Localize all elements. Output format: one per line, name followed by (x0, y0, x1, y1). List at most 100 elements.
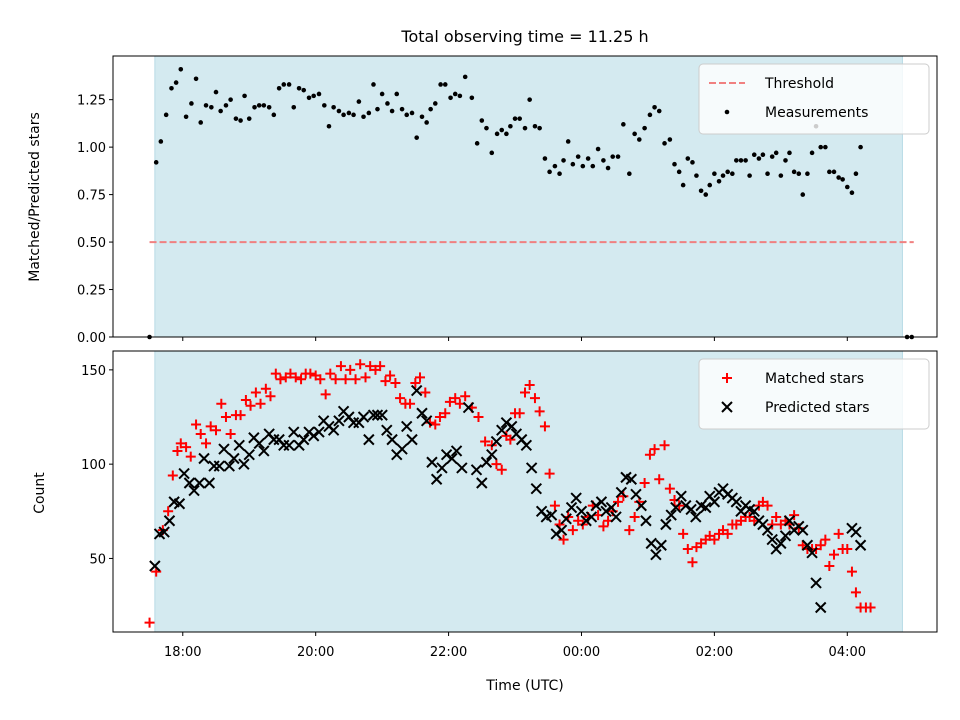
top-series-0-point-2 (158, 139, 164, 144)
top-series-0-point-63 (457, 93, 463, 99)
bottom-series-1-point-60 (446, 452, 458, 465)
top-y-tick-label-5: 1.25 (77, 94, 106, 109)
bottom-series-0-point-69 (496, 464, 507, 475)
top-series-0-point-18 (238, 118, 243, 123)
bottom-series-0-point-57 (430, 419, 441, 430)
bottom-series-1-point-10 (198, 452, 210, 465)
top-series-0-point-84 (561, 158, 566, 163)
bottom-series-0-point-148 (865, 602, 876, 613)
top-series-0-point-94 (610, 154, 616, 159)
bottom-series-0-point-37 (330, 374, 341, 385)
bottom-series-1-point-84 (570, 492, 582, 504)
top-series-0-point-86 (570, 161, 576, 167)
top-series-0-point-122 (743, 158, 748, 163)
top-series-0-point-72 (504, 131, 509, 137)
bottom-series-1-point-48 (386, 433, 398, 446)
bottom-series-0-point-29 (290, 372, 301, 383)
top-series-0-point-144 (840, 177, 845, 182)
top-series-0-point-110 (690, 160, 695, 165)
top-series-0-point-129 (773, 150, 779, 156)
top-series-0-point-141 (827, 169, 832, 175)
bottom-series-1-point-63 (462, 401, 475, 414)
bottom-series-0-point-19 (240, 395, 251, 406)
bottom-series-0-point-82 (558, 534, 569, 545)
bottom-series-1-point-6 (178, 467, 190, 480)
top-series-0-point-96 (621, 122, 626, 127)
bottom-series-1-point-128 (779, 530, 792, 542)
top-series-0-point-61 (448, 95, 453, 101)
bottom-y-axis-label: Count (32, 472, 48, 514)
top-series-0-point-66 (474, 141, 480, 146)
bottom-series-0-point-105 (674, 500, 685, 511)
bottom-series-0-point-102 (659, 440, 670, 451)
top-legend-box (698, 63, 930, 135)
top-series-0-point-107 (676, 169, 682, 175)
top-series-0-point-44 (366, 110, 372, 116)
top-series-0-point-87 (575, 154, 581, 159)
bottom-series-0-point-61 (450, 393, 461, 404)
bottom-series-1-point-51 (401, 420, 413, 433)
top-series-0-point-117 (720, 173, 726, 178)
top-y-axis-label: Matched/Predicted stars (27, 112, 43, 282)
bottom-series-1-point-83 (565, 501, 578, 514)
top-series-0-point-52 (404, 112, 410, 118)
bottom-series-0-point-39 (340, 374, 351, 385)
top-series-0-point-89 (585, 156, 591, 161)
bottom-series-0-point-106 (678, 528, 689, 539)
top-series-0-point-48 (385, 101, 390, 106)
bottom-series-0-point-140 (829, 549, 839, 560)
top-series-0-point-77 (527, 97, 532, 102)
bottom-series-1-point-13 (213, 460, 226, 472)
bottom-series-1-point-30 (298, 433, 310, 446)
bottom-series-1-point-56 (426, 456, 438, 468)
bottom-panel: 50 100 150 18:00 20:00 22:00 00:00 02:00 04:00 Ma… (81, 350, 938, 660)
bottom-series-0-point-78 (539, 421, 550, 432)
top-series-0-point-37 (331, 104, 336, 110)
top-series-0-point-12 (209, 104, 214, 110)
top-series-0-point-40 (346, 110, 352, 116)
top-y-tick-label-4: 1.00 (77, 141, 106, 156)
top-series-0-point-6 (178, 66, 184, 72)
top-series-0-point-30 (296, 85, 302, 91)
bottom-series-0-point-24 (265, 391, 276, 402)
bottom-series-1-point-32 (307, 430, 320, 442)
bottom-series-1-point-5 (173, 498, 186, 510)
x-tick-label-1: 20:00 (297, 645, 334, 660)
bottom-series-1-point-14 (218, 443, 230, 455)
top-series-0-point-143 (836, 175, 841, 180)
top-series-0-point-67 (479, 118, 485, 123)
bottom-series-1-point-33 (313, 426, 325, 438)
bottom-series-0-point-63 (460, 391, 471, 402)
bottom-series-0-point-108 (687, 557, 698, 568)
bottom-series-1-point-76 (530, 482, 543, 495)
bottom-series-0-point-16 (225, 428, 236, 439)
bottom-series-0-point-3 (163, 506, 174, 517)
bottom-series-1-point-95 (625, 473, 638, 485)
bottom-series-1-point-37 (333, 415, 345, 427)
top-series-0-point-35 (322, 103, 327, 108)
bottom-series-0-point-79 (544, 468, 555, 479)
bottom-series-1-point-98 (640, 515, 652, 527)
bottom-series-1-point-42 (357, 411, 370, 423)
top-series-0-point-108 (680, 182, 686, 188)
bottom-series-0-point-9 (191, 419, 202, 430)
bottom-series-0-point-15 (220, 412, 231, 423)
top-series-0-point-22 (256, 103, 262, 108)
top-series-0-point-95 (615, 154, 621, 159)
top-series-0-point-55 (419, 114, 425, 120)
bottom-series-0-point-76 (529, 393, 540, 404)
bottom-series-1-point-19 (243, 449, 255, 461)
top-series-0-point-47 (379, 91, 385, 97)
bottom-series-0-point-46 (375, 361, 386, 372)
bottom-series-1-point-127 (775, 537, 787, 550)
top-series-0-point-34 (316, 91, 322, 97)
top-series-0-point-106 (672, 161, 677, 167)
top-series-0-point-50 (394, 91, 400, 97)
bottom-series-0-point-28 (285, 368, 296, 379)
top-series-0-point-104 (662, 141, 667, 146)
bottom-series-0-point-84 (567, 525, 578, 536)
bottom-series-0-point-41 (350, 374, 361, 385)
bottom-series-1-point-129 (783, 515, 796, 527)
top-series-0-point-41 (351, 112, 356, 118)
top-series-0-point-32 (306, 95, 312, 101)
